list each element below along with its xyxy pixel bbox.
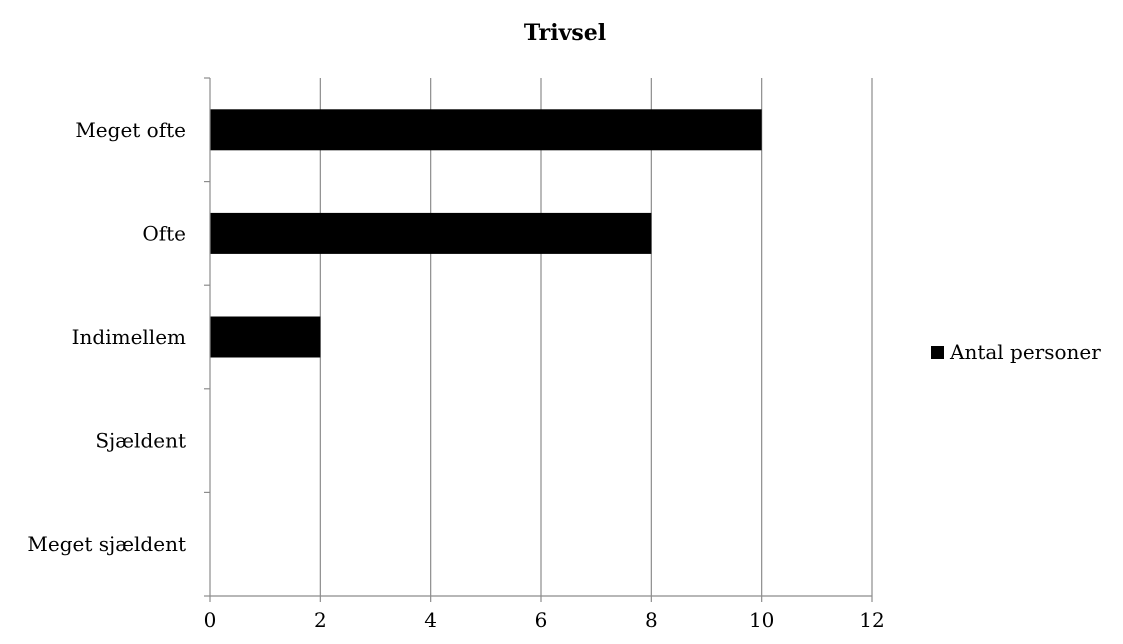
legend: Antal personer [931,340,1101,364]
y-category-label: Indimellem [72,325,186,349]
bar [210,109,762,151]
bar [210,316,321,358]
x-tick-label: 6 [535,608,548,632]
gridlines [319,78,873,596]
x-tick-label: 10 [749,608,774,632]
chart-title: Trivsel [524,20,606,46]
axes: 0 2 4 6 8 10 12 Meget ofte Ofte Indimellem Sjælden… [27,77,885,632]
bar [210,212,652,254]
y-category-label: Sjældent [95,429,186,453]
x-tick-label: 2 [314,608,327,632]
legend-swatch [931,346,944,359]
bars [210,109,762,358]
y-category-label: Meget ofte [75,118,186,142]
x-tick-label: 12 [859,608,884,632]
y-category-label: Meget sjældent [27,532,186,556]
y-category-label: Ofte [142,221,186,245]
x-tick-label: 0 [204,608,217,632]
x-tick-label: 4 [424,608,437,632]
x-tick-label: 8 [645,608,658,632]
legend-label: Antal personer [949,340,1101,364]
